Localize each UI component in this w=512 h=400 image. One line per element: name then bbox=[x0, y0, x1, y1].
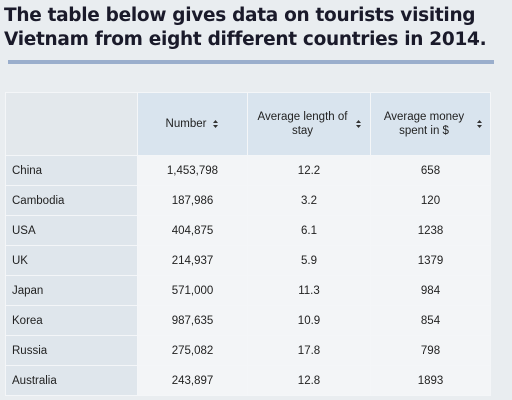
value-cell: 1238 bbox=[370, 215, 491, 246]
sort-icon[interactable] bbox=[355, 119, 362, 129]
country-cell: Japan bbox=[5, 275, 138, 306]
value-cell: 12.2 bbox=[247, 155, 371, 186]
table-row: Australia 243,897 12.8 1893 bbox=[5, 365, 491, 396]
column-header[interactable]: Average length of stay bbox=[247, 92, 371, 156]
value-cell: 1893 bbox=[370, 365, 491, 396]
slide-title: The table below gives data on tourists v… bbox=[4, 5, 487, 50]
value-cell: 6.1 bbox=[247, 215, 371, 246]
header-corner bbox=[5, 92, 138, 156]
value-cell: 214,937 bbox=[137, 245, 248, 276]
value-cell: 658 bbox=[370, 155, 491, 186]
sort-icon[interactable] bbox=[476, 119, 483, 129]
value-cell: 3.2 bbox=[247, 185, 371, 216]
value-cell: 5.9 bbox=[247, 245, 371, 276]
table-row: Korea 987,635 10.9 854 bbox=[5, 305, 491, 336]
value-cell: 984 bbox=[370, 275, 491, 306]
value-cell: 17.8 bbox=[247, 335, 371, 366]
country-cell: Australia bbox=[5, 365, 138, 396]
table-row: China 1,453,798 12.2 658 bbox=[5, 155, 491, 186]
value-cell: 11.3 bbox=[247, 275, 371, 306]
country-cell: Korea bbox=[5, 305, 138, 336]
country-cell: China bbox=[5, 155, 138, 186]
value-cell: 571,000 bbox=[137, 275, 248, 306]
value-cell: 275,082 bbox=[137, 335, 248, 366]
column-header[interactable]: Average money spent in $ bbox=[370, 92, 491, 156]
value-cell: 854 bbox=[370, 305, 491, 336]
tourist-table: Number Average length of stay Average mone… bbox=[5, 92, 491, 396]
value-cell: 120 bbox=[370, 185, 491, 216]
table-row: UK 214,937 5.9 1379 bbox=[5, 245, 491, 276]
header-text: Average length of stay bbox=[257, 111, 348, 137]
header-text: Number bbox=[165, 117, 207, 130]
header-row: Number Average length of stay Average mone… bbox=[5, 92, 491, 156]
sort-icon[interactable] bbox=[212, 119, 219, 129]
value-cell: 1379 bbox=[370, 245, 491, 276]
country-cell: UK bbox=[5, 245, 138, 276]
country-cell: Cambodia bbox=[5, 185, 138, 216]
table-row: Japan 571,000 11.3 984 bbox=[5, 275, 491, 306]
value-cell: 1,453,798 bbox=[137, 155, 248, 186]
table-row: Russia 275,082 17.8 798 bbox=[5, 335, 491, 366]
column-header[interactable]: Number bbox=[137, 92, 248, 156]
value-cell: 187,986 bbox=[137, 185, 248, 216]
value-cell: 404,875 bbox=[137, 215, 248, 246]
value-cell: 10.9 bbox=[247, 305, 371, 336]
value-cell: 243,897 bbox=[137, 365, 248, 396]
table-row: Cambodia 187,986 3.2 120 bbox=[5, 185, 491, 216]
table-row: USA 404,875 6.1 1238 bbox=[5, 215, 491, 246]
country-cell: USA bbox=[5, 215, 138, 246]
header-text: Average money spent in $ bbox=[383, 111, 465, 137]
value-cell: 12.8 bbox=[247, 365, 371, 396]
value-cell: 798 bbox=[370, 335, 491, 366]
title-rule bbox=[8, 60, 494, 64]
value-cell: 987,635 bbox=[137, 305, 248, 336]
country-cell: Russia bbox=[5, 335, 138, 366]
